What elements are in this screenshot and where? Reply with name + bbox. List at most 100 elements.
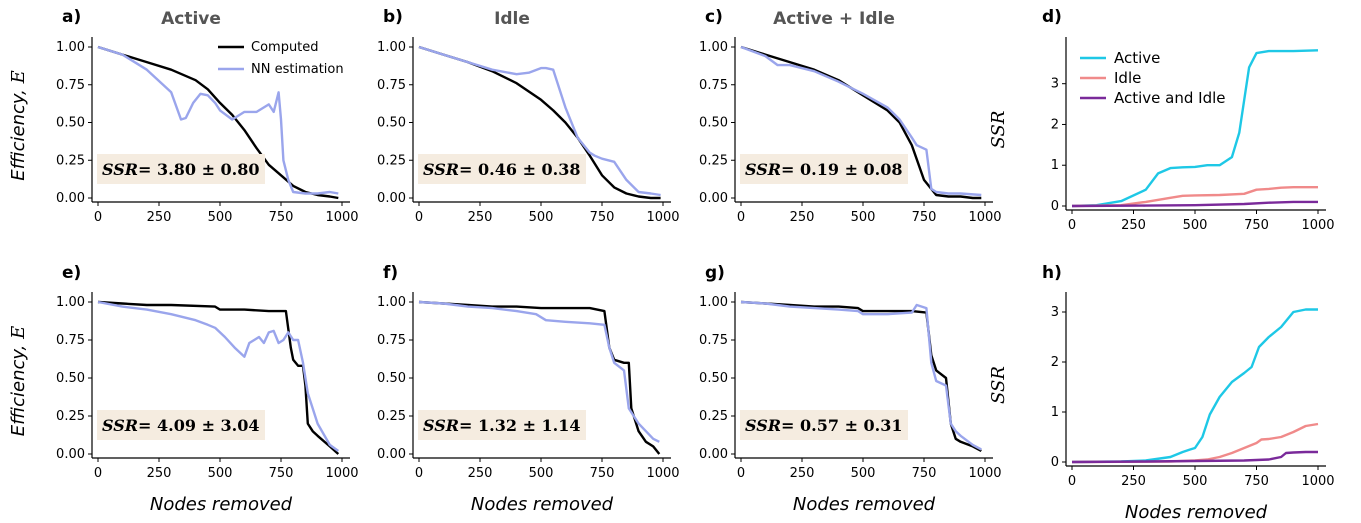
y-tick-label: 0.75 xyxy=(56,78,85,93)
panel-c: 0.00 0.25 0.50 0.75 1.00 0 250 500 750 1000 c) Acti… xyxy=(699,7,1002,225)
y-tick-label: 3 xyxy=(1051,305,1059,320)
x-tick-label: 0 xyxy=(415,210,423,225)
y-tick-label: 0.25 xyxy=(699,153,728,168)
panel-title: Idle xyxy=(494,9,530,29)
x-tick-label: 250 xyxy=(147,466,172,481)
panel-title: Active + Idle xyxy=(773,9,895,29)
ssr-box xyxy=(97,410,265,440)
y-tick-label: 1.00 xyxy=(56,295,85,310)
y-axis-label: Efficiency, E xyxy=(8,70,29,180)
panel-label: b) xyxy=(383,7,403,27)
x-tick-label: 1000 xyxy=(968,466,1001,481)
ssr-box xyxy=(97,154,265,184)
x-tick-label: 1000 xyxy=(1301,218,1334,233)
series-line-1 xyxy=(418,300,660,443)
y-tick-label: 0.75 xyxy=(699,333,728,348)
x-axis-label: Nodes removed xyxy=(793,494,936,515)
y-axis-label: SSR xyxy=(988,366,1009,404)
x-axis-label: Nodes removed xyxy=(471,494,614,515)
series-line-1 xyxy=(418,45,661,197)
panel-label: a) xyxy=(62,7,81,27)
y-tick-label: 1.00 xyxy=(699,295,728,310)
y-tick-label: 0.25 xyxy=(699,409,728,424)
x-tick-label: 500 xyxy=(851,210,876,225)
y-tick-label: 0 xyxy=(1051,199,1059,214)
x-tick-label: 500 xyxy=(1183,474,1208,489)
y-axis-label: SSR xyxy=(988,111,1009,149)
series-line-2 xyxy=(1071,450,1318,464)
series-line-1 xyxy=(1071,185,1318,208)
x-tick-label: 750 xyxy=(1244,218,1269,233)
x-tick-label: 500 xyxy=(1183,218,1208,233)
panel-label: e) xyxy=(62,263,81,283)
x-tick-label: 250 xyxy=(1121,218,1146,233)
ssr-text: SSR= 4.09 ± 3.04 xyxy=(102,416,260,435)
series-line-0 xyxy=(740,300,982,453)
ssr-box xyxy=(418,154,586,184)
x-tick-label: 1000 xyxy=(325,210,358,225)
legend-entry: Active and Idle xyxy=(1114,89,1226,107)
y-tick-label: 0 xyxy=(1051,455,1059,470)
y-tick-label: 0.00 xyxy=(56,191,85,206)
series-line-1 xyxy=(740,300,982,451)
panel-f: 0.00 0.25 0.50 0.75 1.00 0 250 500 750 1000 f) Node… xyxy=(377,263,680,515)
y-tick-label: 0.00 xyxy=(699,191,728,206)
y-tick-label: 0.00 xyxy=(377,447,406,462)
y-tick-label: 0.75 xyxy=(377,333,406,348)
panel-a: 0.00 0.25 0.50 0.75 1.00 0 250 500 750 1000 a) Acti… xyxy=(8,7,359,225)
y-tick-label: 2 xyxy=(1051,355,1059,370)
x-tick-label: 1000 xyxy=(968,210,1001,225)
series-line-0 xyxy=(97,300,340,455)
y-tick-label: 0.25 xyxy=(56,153,85,168)
panel-label: f) xyxy=(383,263,398,283)
y-tick-label: 0.75 xyxy=(377,78,406,93)
x-tick-label: 0 xyxy=(737,466,745,481)
x-tick-label: 750 xyxy=(912,466,937,481)
x-tick-label: 1000 xyxy=(646,210,679,225)
series-line-0 xyxy=(1071,308,1318,464)
y-tick-label: 0.75 xyxy=(699,78,728,93)
legend-entry: Idle xyxy=(1114,69,1141,87)
x-tick-label: 500 xyxy=(208,466,233,481)
ssr-text: SSR= 0.57 ± 0.31 xyxy=(745,416,903,435)
x-tick-label: 500 xyxy=(208,210,233,225)
y-tick-label: 1.00 xyxy=(56,40,85,55)
x-tick-label: 750 xyxy=(1244,474,1269,489)
ssr-box xyxy=(740,154,908,184)
x-tick-label: 0 xyxy=(737,210,745,225)
series-line-0 xyxy=(1071,49,1319,208)
ssr-box xyxy=(740,410,908,440)
y-tick-label: 0.50 xyxy=(699,116,728,131)
legend-entry: Computed xyxy=(251,40,319,55)
y-axis-label: Efficiency, E xyxy=(8,326,29,436)
series-line-2 xyxy=(1071,200,1318,208)
series-line-1 xyxy=(97,45,339,195)
panel-d: 0 1 2 3 0 250 500 750 1000 d) SSR Active Idle Active … xyxy=(988,7,1335,233)
x-tick-label: 250 xyxy=(790,210,815,225)
y-tick-label: 0.50 xyxy=(377,116,406,131)
y-tick-label: 0.50 xyxy=(56,116,85,131)
x-tick-label: 500 xyxy=(851,466,876,481)
x-tick-label: 0 xyxy=(415,466,423,481)
x-tick-label: 250 xyxy=(468,466,493,481)
panel-title: Active xyxy=(161,9,221,29)
y-tick-label: 0.25 xyxy=(377,409,406,424)
ssr-text: SSR= 1.32 ± 1.14 xyxy=(423,416,581,435)
legend-entry: Active xyxy=(1114,49,1160,67)
y-tick-label: 0.50 xyxy=(377,371,406,386)
legend-entry: NN estimation xyxy=(251,62,344,77)
y-tick-label: 0.50 xyxy=(56,371,85,386)
x-tick-label: 750 xyxy=(269,466,294,481)
panel-h: 0 1 2 3 0 250 500 750 1000 h) SSR Nodes removed xyxy=(988,263,1335,523)
y-tick-label: 0.00 xyxy=(56,447,85,462)
x-tick-label: 500 xyxy=(529,210,554,225)
y-tick-label: 0.50 xyxy=(699,371,728,386)
series-line-1 xyxy=(740,45,982,197)
x-tick-label: 250 xyxy=(790,466,815,481)
x-tick-label: 250 xyxy=(468,210,493,225)
y-tick-label: 0.00 xyxy=(377,191,406,206)
x-tick-label: 1000 xyxy=(646,466,679,481)
y-tick-label: 1.00 xyxy=(699,40,728,55)
panel-label: h) xyxy=(1042,263,1062,283)
x-tick-label: 250 xyxy=(1121,474,1146,489)
